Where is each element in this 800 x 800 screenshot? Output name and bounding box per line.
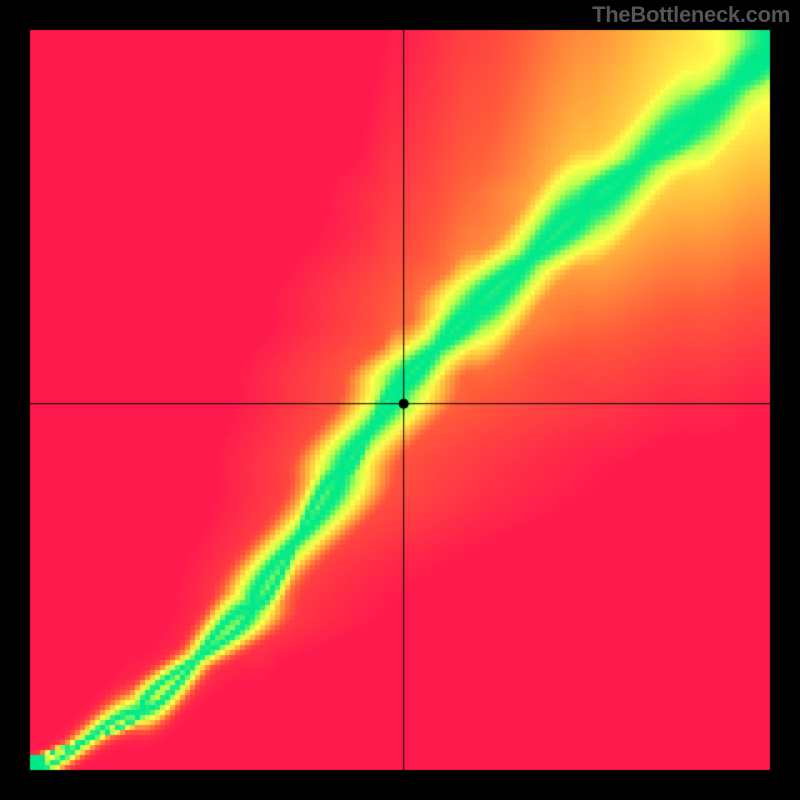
bottleneck-heatmap-canvas [0,0,800,800]
watermark-text: TheBottleneck.com [592,2,790,28]
